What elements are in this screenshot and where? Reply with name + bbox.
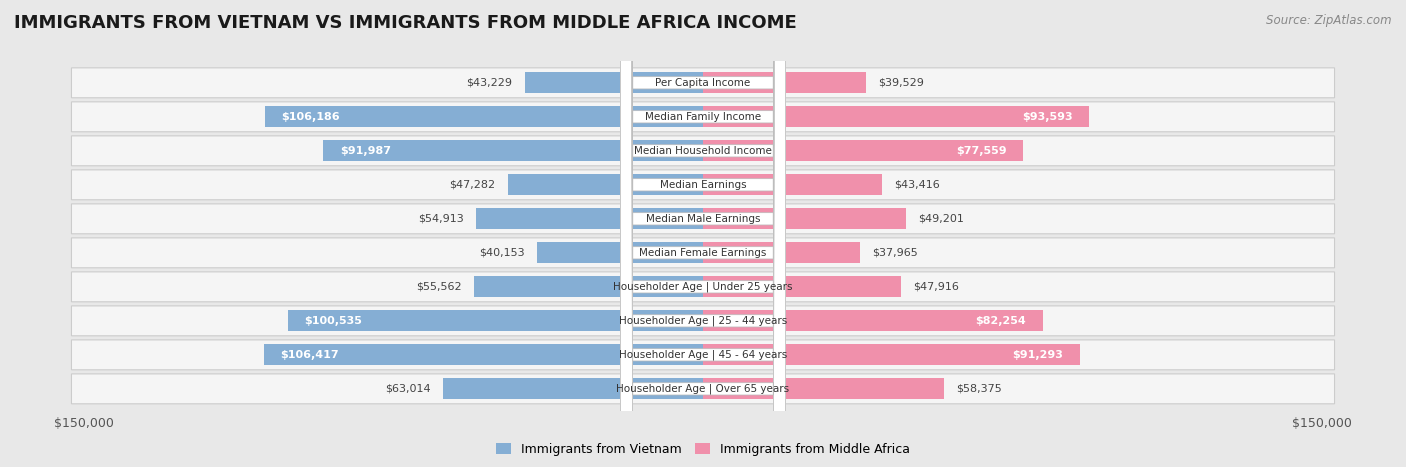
FancyBboxPatch shape xyxy=(620,0,786,467)
Text: $58,375: $58,375 xyxy=(956,384,1002,394)
FancyBboxPatch shape xyxy=(72,170,1334,200)
FancyBboxPatch shape xyxy=(620,0,786,467)
Text: IMMIGRANTS FROM VIETNAM VS IMMIGRANTS FROM MIDDLE AFRICA INCOME: IMMIGRANTS FROM VIETNAM VS IMMIGRANTS FR… xyxy=(14,14,797,32)
FancyBboxPatch shape xyxy=(72,306,1334,336)
FancyBboxPatch shape xyxy=(620,0,786,467)
Bar xyxy=(703,310,1042,332)
Text: $91,987: $91,987 xyxy=(340,146,391,156)
FancyBboxPatch shape xyxy=(72,374,1334,404)
Text: $40,153: $40,153 xyxy=(479,248,524,258)
Text: $63,014: $63,014 xyxy=(385,384,430,394)
Text: Householder Age | Under 25 years: Householder Age | Under 25 years xyxy=(613,282,793,292)
Bar xyxy=(264,344,703,365)
Text: $100,535: $100,535 xyxy=(305,316,363,326)
Text: $39,529: $39,529 xyxy=(879,78,924,88)
Text: Median Earnings: Median Earnings xyxy=(659,180,747,190)
FancyBboxPatch shape xyxy=(72,102,1334,132)
Text: Median Female Earnings: Median Female Earnings xyxy=(640,248,766,258)
FancyBboxPatch shape xyxy=(620,0,786,467)
Text: Householder Age | 25 - 44 years: Householder Age | 25 - 44 years xyxy=(619,316,787,326)
Bar xyxy=(288,310,703,332)
Bar xyxy=(703,106,1090,127)
Text: $43,229: $43,229 xyxy=(467,78,512,88)
Bar xyxy=(477,208,703,229)
Text: $37,965: $37,965 xyxy=(872,248,918,258)
FancyBboxPatch shape xyxy=(72,136,1334,166)
Text: Median Household Income: Median Household Income xyxy=(634,146,772,156)
Bar xyxy=(323,140,703,162)
Bar xyxy=(703,174,882,195)
Text: $106,186: $106,186 xyxy=(281,112,340,122)
Bar xyxy=(703,140,1024,162)
FancyBboxPatch shape xyxy=(620,0,786,467)
Text: $106,417: $106,417 xyxy=(280,350,339,360)
FancyBboxPatch shape xyxy=(620,0,786,467)
FancyBboxPatch shape xyxy=(72,68,1334,98)
FancyBboxPatch shape xyxy=(620,0,786,467)
Bar xyxy=(537,242,703,263)
Text: Householder Age | Over 65 years: Householder Age | Over 65 years xyxy=(616,383,790,394)
FancyBboxPatch shape xyxy=(72,340,1334,370)
Text: $82,254: $82,254 xyxy=(976,316,1026,326)
Text: $47,282: $47,282 xyxy=(450,180,495,190)
FancyBboxPatch shape xyxy=(72,204,1334,234)
FancyBboxPatch shape xyxy=(620,0,786,467)
Text: $93,593: $93,593 xyxy=(1022,112,1073,122)
Bar xyxy=(264,106,703,127)
Text: $77,559: $77,559 xyxy=(956,146,1007,156)
Text: Per Capita Income: Per Capita Income xyxy=(655,78,751,88)
Text: $47,916: $47,916 xyxy=(912,282,959,292)
FancyBboxPatch shape xyxy=(620,0,786,467)
FancyBboxPatch shape xyxy=(620,0,786,467)
Legend: Immigrants from Vietnam, Immigrants from Middle Africa: Immigrants from Vietnam, Immigrants from… xyxy=(491,438,915,461)
Bar xyxy=(703,344,1080,365)
Bar xyxy=(508,174,703,195)
Text: $49,201: $49,201 xyxy=(918,214,965,224)
Bar xyxy=(443,378,703,399)
Text: Source: ZipAtlas.com: Source: ZipAtlas.com xyxy=(1267,14,1392,27)
Text: $55,562: $55,562 xyxy=(416,282,461,292)
Text: $43,416: $43,416 xyxy=(894,180,941,190)
Bar xyxy=(524,72,703,93)
Text: $54,913: $54,913 xyxy=(418,214,464,224)
FancyBboxPatch shape xyxy=(72,238,1334,268)
Text: Householder Age | 45 - 64 years: Householder Age | 45 - 64 years xyxy=(619,350,787,360)
Bar xyxy=(703,72,866,93)
Text: $91,293: $91,293 xyxy=(1012,350,1063,360)
FancyBboxPatch shape xyxy=(72,272,1334,302)
Bar xyxy=(703,276,901,297)
Text: Median Family Income: Median Family Income xyxy=(645,112,761,122)
Bar xyxy=(474,276,703,297)
Text: Median Male Earnings: Median Male Earnings xyxy=(645,214,761,224)
Bar xyxy=(703,378,943,399)
Bar xyxy=(703,208,905,229)
Bar xyxy=(703,242,859,263)
